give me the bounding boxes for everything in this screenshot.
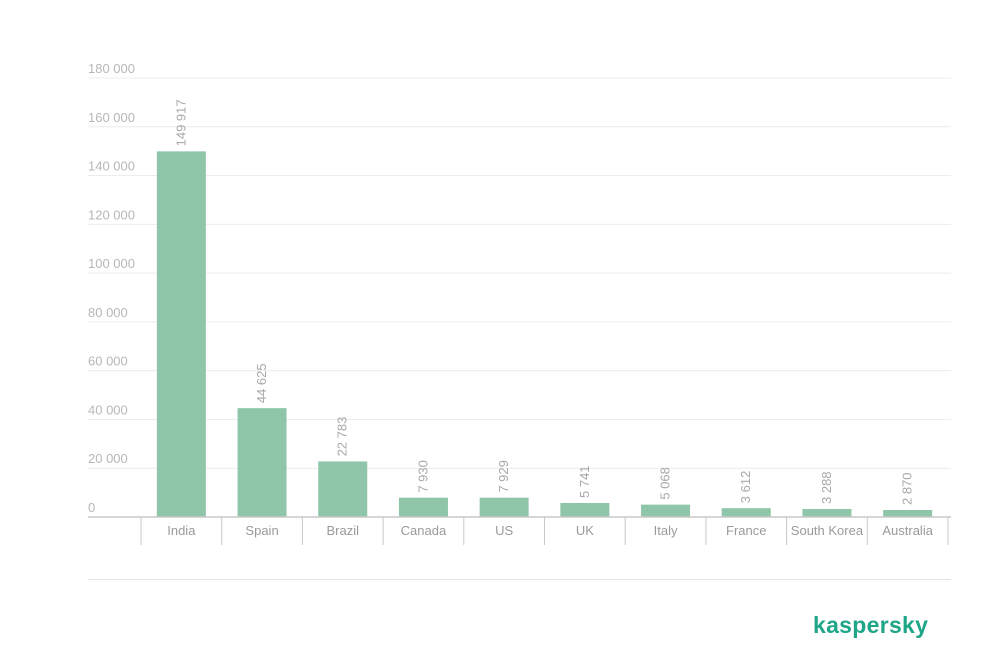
x-tick-label: Canada — [401, 523, 447, 538]
x-axis — [88, 516, 951, 545]
x-tick-label: Italy — [654, 523, 678, 538]
x-tick-label: South Korea — [791, 523, 864, 538]
y-tick-label: 60 000 — [88, 354, 128, 369]
bar-spain — [237, 408, 287, 517]
bar-canada — [398, 497, 448, 517]
y-tick-label: 120 000 — [88, 207, 135, 222]
bar-france — [721, 508, 771, 517]
x-tick-label: France — [726, 523, 766, 538]
x-tick-label: India — [167, 523, 196, 538]
gridlines — [88, 77, 951, 469]
footer-divider — [88, 579, 951, 580]
data-label: 149 917 — [173, 99, 188, 146]
y-tick-label: 40 000 — [88, 402, 128, 417]
y-tick-label: 140 000 — [88, 159, 135, 174]
data-label: 3 288 — [819, 471, 834, 504]
bar-india — [156, 151, 206, 518]
labels: 0 20 000 40 000 60 000 80 000 100 000 120 000 1… — [88, 61, 934, 538]
kaspersky-logo: kaspersky — [813, 612, 929, 638]
x-tick-label: UK — [576, 523, 594, 538]
y-tick-label: 0 — [88, 500, 95, 515]
bar-uk — [560, 502, 610, 517]
data-label: 22 783 — [335, 417, 350, 457]
x-tick-label: US — [495, 523, 513, 538]
bar-brazil — [318, 461, 368, 517]
y-tick-label: 100 000 — [88, 256, 135, 271]
bars — [156, 151, 933, 518]
bar-australia — [883, 510, 933, 517]
data-label: 7 929 — [496, 460, 511, 493]
data-label: 3 612 — [738, 471, 753, 504]
x-tick-label: Spain — [245, 523, 278, 538]
y-tick-label: 80 000 — [88, 305, 128, 320]
bar-south-korea — [802, 508, 852, 517]
x-tick-label: Brazil — [326, 523, 359, 538]
data-label: 5 068 — [658, 467, 673, 500]
y-tick-label: 160 000 — [88, 110, 135, 125]
x-tick-label: Australia — [882, 523, 933, 538]
y-tick-label: 20 000 — [88, 451, 128, 466]
data-label: 5 741 — [577, 465, 592, 498]
bar-us — [479, 497, 529, 517]
data-label: 2 870 — [900, 472, 915, 505]
data-label: 7 930 — [415, 460, 430, 493]
y-tick-label: 180 000 — [88, 61, 135, 76]
bar-italy — [641, 504, 691, 517]
data-label: 44 625 — [254, 363, 269, 403]
